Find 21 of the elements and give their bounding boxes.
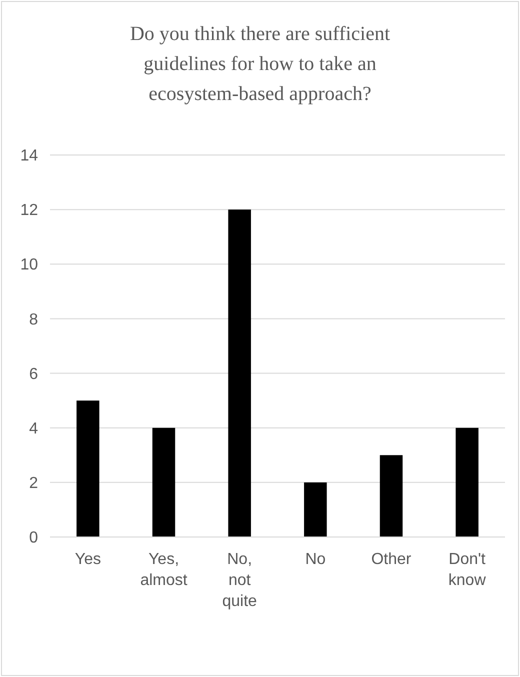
y-tick-label: 4: [29, 420, 38, 438]
x-tick-label: Yes, almost: [140, 551, 188, 589]
bar: [304, 482, 327, 537]
y-tick-label: 10: [20, 256, 38, 274]
y-tick-label: 12: [20, 202, 38, 220]
bar: [380, 455, 403, 537]
x-tick-label: No, not quite: [222, 551, 258, 610]
bar: [76, 400, 100, 537]
y-tick-label: 6: [29, 366, 38, 383]
y-tick-label: 2: [29, 475, 38, 492]
x-tick-label: No: [305, 551, 326, 568]
y-tick-label: 8: [29, 311, 38, 328]
bar: [456, 428, 478, 537]
bar: [228, 210, 251, 537]
bar: [152, 428, 176, 537]
x-tick-label: Other: [371, 551, 412, 568]
chart-title: Do you think there are sufficient guidelines for how to take an ecosystem-based approach?: [130, 23, 390, 105]
x-tick-label: Yes: [74, 551, 101, 568]
y-tick-label: 14: [20, 148, 38, 165]
y-tick-label: 0: [29, 530, 38, 547]
x-tick-label: Don't know: [448, 551, 486, 589]
